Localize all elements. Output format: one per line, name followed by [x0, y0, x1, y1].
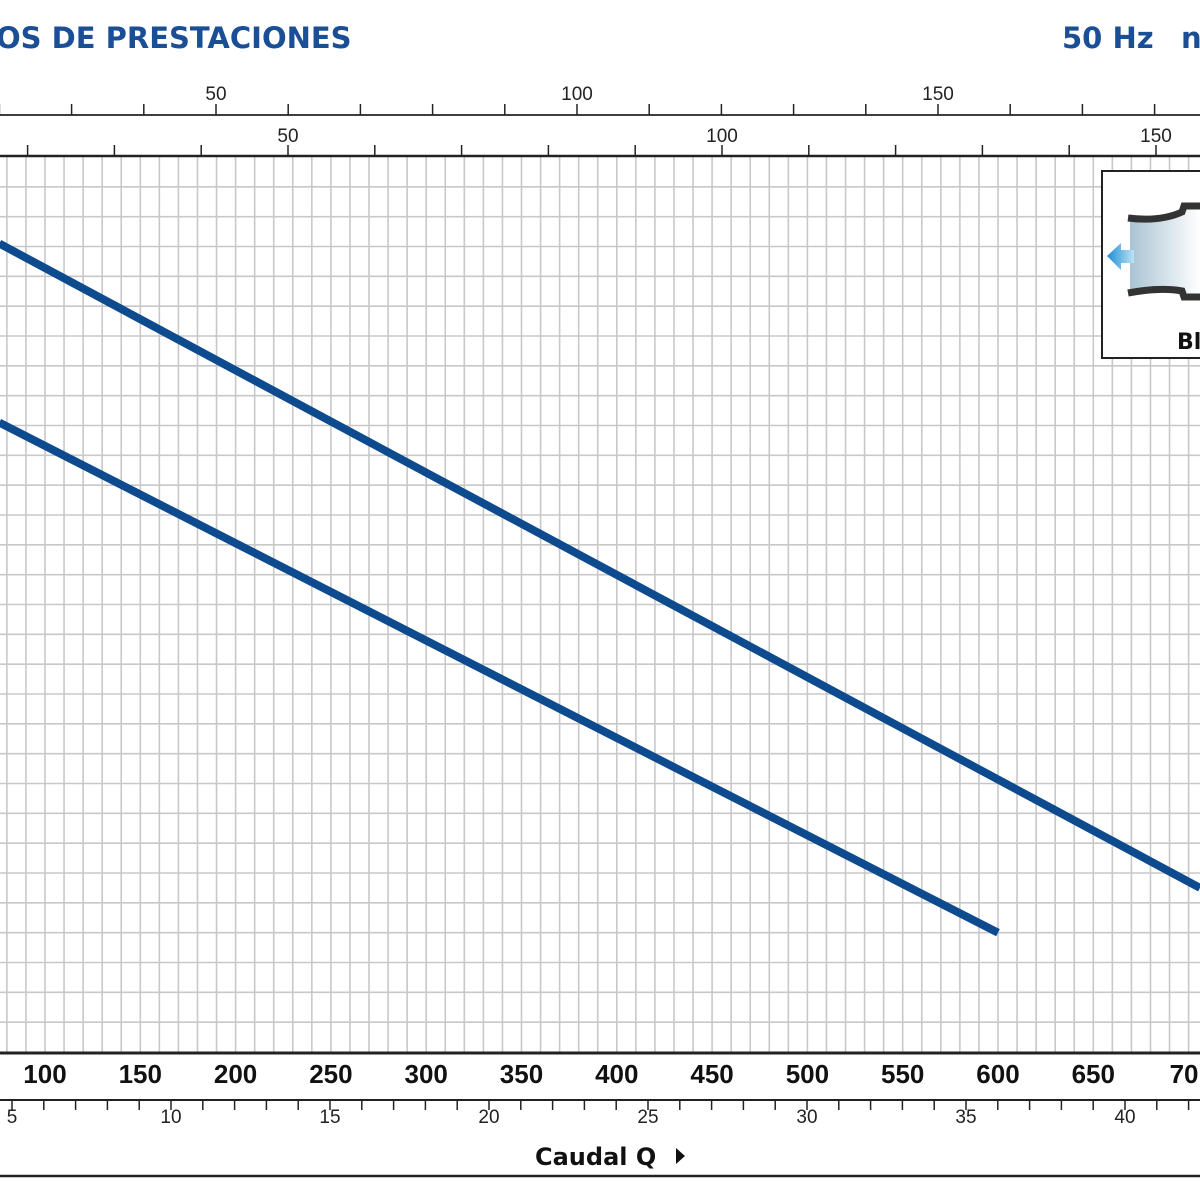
arrow-right-icon — [676, 1148, 685, 1164]
grid — [0, 157, 1200, 1052]
performance-curve-2 — [0, 418, 1000, 937]
pump-outlet-icon — [1107, 202, 1200, 301]
top-axis-2-tick-label: 100 — [706, 126, 738, 147]
bottom-secondary-tick-label: 15 — [319, 1107, 340, 1128]
bottom-secondary-tick-label: 10 — [160, 1107, 181, 1128]
bottom-axis-tick-label: 400 — [595, 1059, 638, 1089]
performance-curve-1 — [0, 239, 1200, 892]
flow-arrow-icon — [1107, 243, 1134, 270]
x-axis-label: Caudal Q — [535, 1143, 656, 1171]
bottom-axis-tick-label: 500 — [786, 1059, 829, 1089]
top-axis-1-tick-label: 100 — [561, 84, 593, 105]
bottom-axis-tick-label: 350 — [500, 1059, 543, 1089]
bottom-secondary-tick-label: 5 — [7, 1107, 18, 1128]
bottom-secondary-tick-label: 20 — [478, 1107, 499, 1128]
bottom-secondary-tick-label: 25 — [637, 1107, 658, 1128]
bottom-axis-tick-label: 550 — [881, 1059, 924, 1089]
bottom-axis-tick-label: 100 — [23, 1059, 66, 1089]
top-axis-2-tick-label: 150 — [1140, 126, 1172, 147]
top-axis-2-tick-label: 50 — [277, 126, 298, 147]
bottom-axis-tick-label: 200 — [214, 1059, 257, 1089]
bottom-axis-tick-label: 150 — [119, 1059, 162, 1089]
title-cut-text: n — [1181, 21, 1200, 55]
bottom-axis-tick-label: 300 — [405, 1059, 448, 1089]
bottom-secondary-tick-label: 35 — [955, 1107, 976, 1128]
bottom-secondary-tick-label: 30 — [796, 1107, 817, 1128]
bottom-axis-tick-label: 250 — [309, 1059, 352, 1089]
bottom-axis-tick-label: 450 — [690, 1059, 733, 1089]
top-axis-1-tick-label: 50 — [205, 84, 226, 105]
frequency-label: 50 Hz — [1062, 21, 1154, 55]
bottom-axis-tick-label: 600 — [976, 1059, 1019, 1089]
inset-box: Bl — [1101, 170, 1200, 359]
axes: 50 100 150 50 100 150 100 150 200 250 300 350 400 450… — [0, 84, 1200, 1178]
bottom-axis-tick-label: 70 — [1170, 1059, 1199, 1089]
top-axis-1-tick-label: 150 — [922, 84, 954, 105]
bottom-secondary-tick-label: 40 — [1114, 1107, 1135, 1128]
bottom-axis-tick-label: 650 — [1072, 1059, 1115, 1089]
inset-label: Bl — [1177, 330, 1200, 355]
chart-title: OS DE PRESTACIONES — [0, 21, 352, 55]
curves — [0, 239, 1200, 937]
